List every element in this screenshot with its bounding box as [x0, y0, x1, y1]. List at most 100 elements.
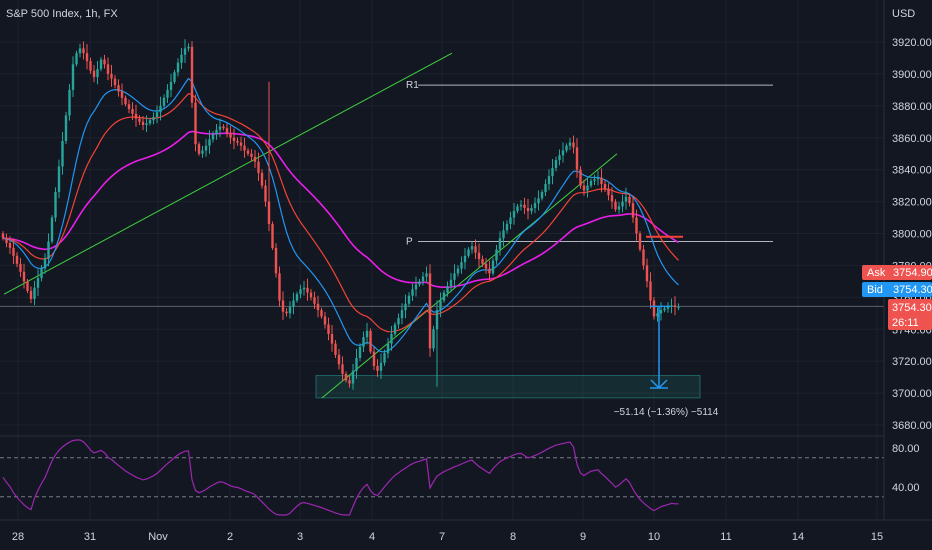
- bid-label: Bid: [867, 284, 883, 296]
- time-axis-label: 31: [84, 531, 96, 543]
- candle-body: [407, 295, 411, 304]
- candle-body: [460, 262, 463, 269]
- candle-body: [586, 185, 589, 191]
- candle-body: [96, 69, 99, 78]
- price-axis-label: 3680.00: [892, 420, 932, 432]
- candle-body: [169, 81, 173, 90]
- candle-body: [323, 316, 327, 325]
- rsi-axis[interactable]: 80.00 40.00: [892, 443, 920, 494]
- candle-body: [341, 364, 344, 374]
- currency-label: USD: [892, 8, 915, 20]
- trendline-secondary[interactable]: [321, 153, 618, 399]
- candle-body: [316, 303, 320, 311]
- candle-body: [246, 150, 250, 154]
- candle-body: [537, 198, 540, 204]
- candle-body: [264, 185, 267, 202]
- candle-body: [467, 249, 470, 256]
- candle-body: [372, 351, 376, 366]
- candle-body: [677, 306, 680, 308]
- ema-fast-line: [2, 77, 679, 353]
- time-axis-label: 2: [227, 531, 233, 543]
- candle-body: [540, 192, 544, 199]
- candle-body: [75, 53, 78, 65]
- candle-body: [134, 113, 138, 119]
- candle-body: [197, 144, 201, 154]
- candlestick-series[interactable]: [1, 39, 680, 390]
- candle-body: [78, 48, 82, 54]
- candle-body: [596, 177, 600, 180]
- candle-body: [131, 109, 134, 114]
- candle-body: [400, 310, 404, 319]
- candle-body: [288, 306, 292, 314]
- price-axis-label: 3800.00: [892, 229, 932, 241]
- candle-body: [673, 305, 677, 307]
- candle-body: [624, 196, 628, 202]
- candle-body: [635, 217, 638, 234]
- candle-body: [274, 247, 278, 274]
- candle-body: [295, 294, 299, 301]
- candle-body: [670, 305, 673, 307]
- candle-body: [614, 201, 617, 210]
- candle-body: [330, 334, 334, 344]
- candle-body: [33, 287, 36, 299]
- candle-body: [554, 160, 558, 169]
- candle-body: [243, 145, 246, 151]
- candle-body: [376, 365, 379, 371]
- candle-body: [145, 123, 148, 125]
- price-axis-label: 3720.00: [892, 356, 932, 368]
- time-axis-label: 11: [720, 531, 731, 543]
- candle-body: [439, 300, 442, 311]
- candle-body: [551, 168, 554, 177]
- time-axis-label: 14: [792, 531, 804, 543]
- pivot-lines[interactable]: R1 P: [406, 80, 773, 247]
- candle-body: [498, 238, 502, 250]
- candle-body: [362, 337, 365, 347]
- candle-body: [141, 121, 145, 125]
- candle-body: [659, 310, 663, 314]
- candle-body: [449, 279, 453, 287]
- candle-body: [544, 184, 547, 193]
- price-range-measure[interactable]: −51.14 (−1.36%) −5114: [614, 305, 719, 418]
- candle-body: [201, 150, 204, 154]
- rsi-axis-label: 80.00: [892, 443, 920, 455]
- price-pane[interactable]: R1 P −51.14 (−1.36%) −5114: [0, 39, 884, 418]
- candle-body: [103, 59, 106, 65]
- candle-body: [208, 139, 211, 146]
- candle-body: [411, 289, 414, 296]
- candle-body: [211, 134, 215, 140]
- price-axis-label: 3900.00: [892, 69, 932, 81]
- ask-tag: [862, 265, 932, 280]
- rsi-pane[interactable]: [0, 439, 884, 516]
- price-axis-label: 3880.00: [892, 101, 932, 113]
- candle-body: [638, 233, 642, 250]
- candle-body: [491, 260, 495, 274]
- support-zone[interactable]: [315, 375, 701, 399]
- candle-body: [225, 128, 229, 133]
- pivot-label: P: [406, 236, 413, 247]
- candle-body: [404, 303, 407, 311]
- time-axis-label: 9: [580, 531, 586, 543]
- candle-body: [652, 300, 656, 317]
- candle-body: [162, 97, 166, 106]
- candle-body: [463, 255, 467, 263]
- candle-body: [218, 126, 222, 130]
- candle-body: [488, 268, 491, 274]
- candle-body: [474, 246, 477, 253]
- candle-body: [565, 145, 568, 151]
- trendline-primary[interactable]: [3, 52, 453, 295]
- candle-body: [320, 310, 323, 317]
- time-axis-label: 10: [648, 531, 660, 543]
- last-price-value: 3754.30: [892, 302, 932, 314]
- time-axis[interactable]: 28 31 Nov 2 3 4 7 8 9 10 11 14 15: [12, 531, 883, 543]
- candle-body: [495, 249, 498, 261]
- candle-body: [306, 287, 309, 293]
- chart-title: S&P 500 Index, 1h, FX: [6, 8, 118, 20]
- candle-body: [50, 217, 54, 242]
- rsi-axis-label: 40.00: [892, 482, 920, 494]
- candle-body: [432, 329, 435, 349]
- candle-body: [327, 324, 330, 335]
- candle-body: [40, 268, 43, 279]
- candle-body: [271, 223, 274, 248]
